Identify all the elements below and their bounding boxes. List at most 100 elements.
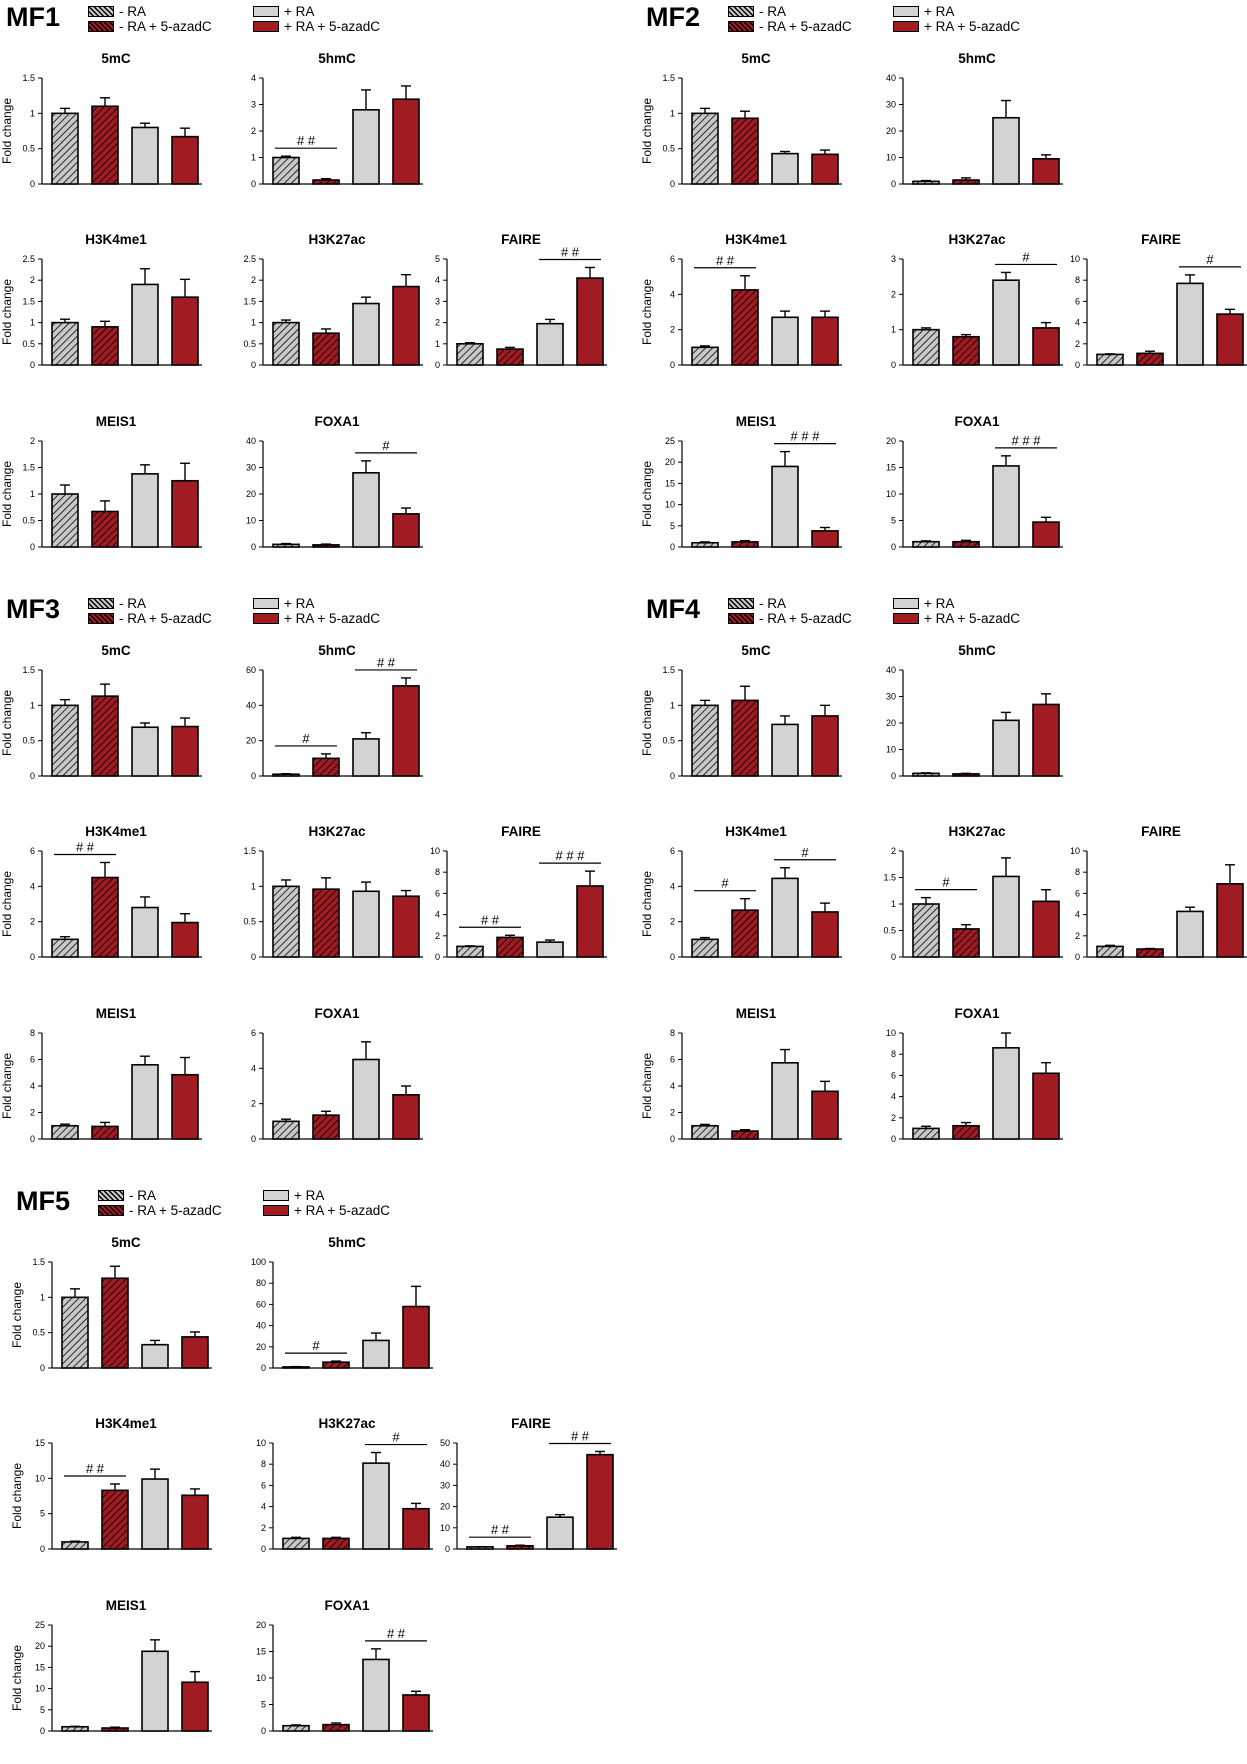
y-tick-label: 0: [891, 1134, 896, 1144]
chart-title: H3K4me1: [85, 232, 147, 247]
legend-label: + RA: [284, 4, 315, 19]
y-tick-label: 2: [1075, 339, 1080, 349]
y-tick-label: 1.5: [243, 846, 256, 856]
bar: [952, 773, 980, 777]
chart-svg: FAIRE 0 2 4 6 8 10 #: [1070, 232, 1247, 370]
bar: [282, 1724, 310, 1732]
y-tick-label: 6: [30, 846, 35, 856]
y-tick-label: 0: [40, 1726, 45, 1736]
chart-svg: MEIS1 Fold change 0 2 4 6 8: [640, 1006, 842, 1144]
legend-label: - RA: [129, 1188, 156, 1203]
chart-svg: FAIRE 0 2 4 6 8 10 # # # # #: [430, 824, 607, 962]
bar: [771, 152, 799, 185]
y-tick-label: 4: [251, 73, 256, 83]
y-tick-label: 0.5: [662, 736, 675, 746]
chart-svg: H3K4me1 Fold change 0 0.5 1 1.5 2 2.5: [0, 232, 202, 370]
y-tick-label: 5: [435, 254, 440, 264]
y-tick-label: 2: [251, 1099, 256, 1109]
bar: [731, 909, 759, 958]
chart-title: 5mC: [101, 51, 131, 66]
bar: [912, 772, 940, 777]
y-tick-label: 10: [440, 1523, 450, 1533]
y-tick-label: 0: [891, 179, 896, 189]
bar: [952, 1124, 980, 1140]
y-tick-label: 0: [251, 771, 256, 781]
bar: [506, 1545, 534, 1550]
bar: [392, 895, 420, 958]
bar: [362, 1339, 390, 1369]
bar: [1176, 910, 1204, 958]
bar: [312, 757, 340, 777]
bar: [456, 945, 484, 958]
chart-title: FOXA1: [314, 414, 360, 429]
chart-svg: FAIRE 0 10 20 30 40 50 # # # #: [440, 1416, 617, 1554]
bar-chart-faire: FAIRE 0 10 20 30 40 50 # # # #: [415, 1413, 623, 1563]
legend-swatch: [253, 598, 279, 609]
legend-swatch: [88, 598, 114, 609]
bar: [312, 888, 340, 958]
y-tick-label: 50: [440, 1438, 450, 1448]
bar: [91, 326, 119, 366]
bar: [352, 471, 380, 548]
bar: [171, 479, 199, 548]
chart-svg: FAIRE 0 1 2 3 4 5 # #: [435, 232, 607, 370]
y-tick-label: 0.5: [883, 926, 896, 936]
panel-mf1: MF1 - RA - RA + 5-azadC + RA + RA + 5-azadC 5…: [0, 0, 620, 580]
y-axis-label: Fold change: [640, 690, 654, 756]
legend-label: - RA + 5-azadC: [759, 19, 852, 34]
y-tick-label: 6: [261, 1480, 266, 1490]
legend-swatch: [88, 613, 114, 624]
bar: [912, 180, 940, 185]
bar: [1176, 282, 1204, 366]
significance-marker: # #: [377, 655, 396, 670]
bar: [141, 1478, 169, 1550]
bar: [771, 723, 799, 777]
significance-marker: #: [1022, 249, 1030, 264]
y-tick-label: 4: [670, 881, 675, 891]
legend-label: + RA: [294, 1188, 325, 1203]
y-tick-label: 8: [435, 867, 440, 877]
bar: [352, 302, 380, 366]
bar: [272, 1120, 300, 1140]
y-tick-label: 0: [891, 360, 896, 370]
bar: [456, 343, 484, 366]
chart-title: H3K4me1: [85, 824, 147, 839]
bar-chart-foxa1: FOXA1 0 5 10 15 20 # # #: [861, 411, 1069, 561]
panel-mf3: MF3 - RA - RA + 5-azadC + RA + RA + 5-azadC 5…: [0, 592, 620, 1172]
y-tick-label: 2: [30, 436, 35, 446]
y-tick-label: 1.5: [883, 873, 896, 883]
legend-swatch: [728, 613, 754, 624]
panel-label: MF1: [6, 2, 60, 32]
bar: [352, 738, 380, 777]
chart-svg: FOXA1 0 10 20 30 40 #: [246, 414, 423, 552]
bar: [952, 179, 980, 185]
legend-swatch: [88, 21, 114, 32]
significance-marker: #: [721, 876, 729, 891]
legend-swatch: [728, 21, 754, 32]
y-tick-label: 6: [670, 846, 675, 856]
y-tick-label: 10: [665, 500, 675, 510]
chart-svg: H3K27ac 0 2 4 6 8 10 #: [256, 1416, 433, 1554]
bar-chart-h3k4me1: H3K4me1 Fold change 0 5 10 15 # #: [10, 1413, 218, 1563]
bar: [91, 510, 119, 548]
bar: [51, 1124, 79, 1140]
y-tick-label: 80: [256, 1278, 266, 1288]
bar: [51, 112, 79, 185]
bar: [1032, 327, 1060, 366]
bar: [576, 277, 604, 366]
chart-svg: H3K27ac 0 0.5 1 1.5: [243, 824, 423, 962]
panel-label: MF3: [6, 594, 60, 624]
bar: [1216, 883, 1244, 958]
bar: [91, 876, 119, 958]
y-tick-label: 1.5: [22, 665, 35, 675]
y-tick-label: 0: [670, 952, 675, 962]
bar: [141, 1343, 169, 1369]
chart-svg: H3K27ac 0 0.5 1 1.5 2 #: [883, 824, 1063, 962]
y-axis-label: Fold change: [640, 871, 654, 937]
legend-label: + RA + 5-azadC: [294, 1203, 391, 1218]
bar-chart-5mc: 5mC Fold change 0 0.5 1 1.5: [640, 640, 848, 790]
chart-title: 5mC: [111, 1235, 141, 1250]
y-tick-label: 5: [891, 516, 896, 526]
bar: [181, 1681, 209, 1732]
y-tick-label: 6: [670, 1055, 675, 1065]
